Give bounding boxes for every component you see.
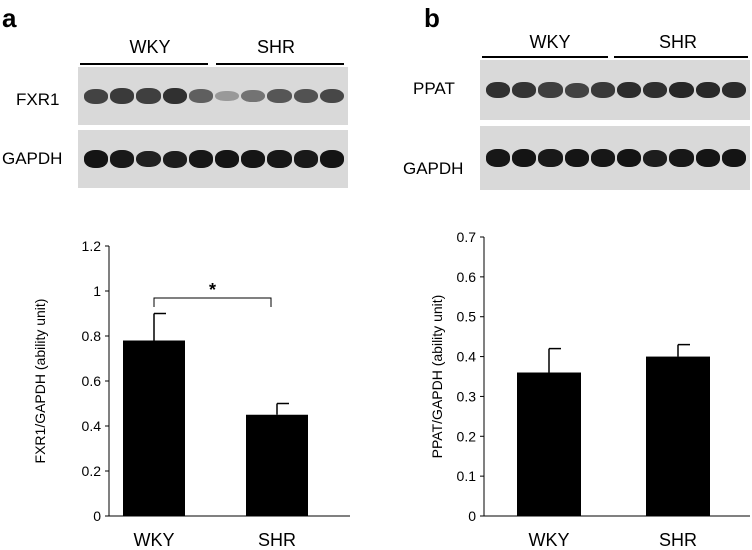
panel-letter-a: a — [2, 3, 17, 33]
blot-band — [617, 149, 642, 167]
y-tick-label: 0.6 — [457, 269, 477, 285]
blot-band — [319, 150, 344, 168]
y-tick-label: 0.1 — [457, 468, 477, 484]
y-tick-label: 0 — [93, 508, 101, 524]
blot-gapdh-a — [78, 130, 348, 188]
y-tick-label: 0 — [468, 508, 476, 524]
bar — [246, 414, 308, 516]
blot-band — [564, 149, 589, 167]
y-tick-label: 0.4 — [82, 418, 102, 434]
group-line-shr-b — [614, 56, 748, 58]
group-label-wky-b: WKY — [529, 32, 571, 52]
blot-band — [721, 81, 746, 99]
group-line-wky-b — [482, 56, 608, 58]
blot-band — [110, 150, 135, 168]
blot-band — [293, 150, 318, 168]
blot-band — [136, 88, 161, 104]
y-tick-label: 1.2 — [82, 238, 102, 254]
blot-band — [241, 89, 266, 103]
blot-band — [486, 82, 511, 98]
group-label-shr-a: SHR — [256, 37, 295, 57]
category-label: SHR — [659, 530, 697, 550]
group-label-shr-b: SHR — [658, 32, 697, 52]
y-tick-label: 0.4 — [457, 349, 477, 365]
y-tick-label: 0.3 — [457, 388, 477, 404]
blot-band — [215, 150, 240, 168]
blot-label-ppat: PPAT — [413, 79, 455, 98]
blot-band — [590, 149, 615, 167]
panel-letter-b: b — [424, 3, 440, 33]
blot-label-gapdh-a: GAPDH — [2, 149, 63, 168]
blot-band — [293, 88, 318, 104]
blot-band — [643, 149, 668, 167]
y-tick-label: 0.2 — [82, 463, 102, 479]
blot-band — [188, 89, 213, 103]
blot-band — [319, 88, 344, 104]
category-label: WKY — [528, 530, 569, 550]
y-tick-label: 0.2 — [457, 428, 477, 444]
y-tick-label: 0.5 — [457, 309, 477, 325]
blot-band — [695, 81, 720, 99]
bar — [123, 340, 185, 516]
y-tick-label: 0.8 — [82, 328, 102, 344]
y-tick-label: 0.6 — [82, 373, 102, 389]
blot-band — [721, 149, 746, 167]
blot-band — [669, 149, 694, 167]
group-label-wky-a: WKY — [129, 37, 171, 57]
blot-label-gapdh-b: GAPDH — [403, 159, 464, 178]
bar — [517, 372, 581, 516]
blot-band — [695, 149, 720, 167]
y-tick-label: 0.7 — [457, 229, 477, 245]
blot-band — [215, 90, 240, 102]
significance-bracket — [153, 297, 272, 307]
blot-band — [564, 82, 589, 98]
blot-fxr1 — [78, 67, 348, 125]
blot-band — [84, 150, 109, 168]
blot-label-fxr1: FXR1 — [16, 90, 60, 109]
blot-gapdh-b — [480, 126, 750, 190]
significance-mark: * — [209, 280, 216, 300]
blot-band — [267, 89, 292, 103]
y-axis-label: PPAT/GAPDH (ability unit) — [429, 295, 445, 459]
blot-band — [84, 88, 109, 104]
blot-band — [538, 82, 563, 98]
blot-band — [643, 82, 668, 98]
blot-band — [512, 149, 537, 167]
blot-band — [188, 150, 213, 168]
category-label: SHR — [258, 530, 296, 550]
blot-band — [162, 88, 187, 104]
blot-band — [486, 149, 511, 167]
blot-band — [241, 150, 266, 168]
group-line-shr-a — [216, 63, 344, 65]
blot-band — [267, 150, 292, 168]
blot-band — [110, 88, 135, 104]
blot-band — [669, 81, 694, 99]
category-label: WKY — [133, 530, 174, 550]
blot-band — [162, 150, 187, 168]
blot-band — [590, 82, 615, 98]
bar — [646, 356, 710, 516]
blot-band — [538, 149, 563, 167]
blot-ppat — [480, 60, 750, 120]
group-line-wky-a — [80, 63, 208, 65]
blot-band — [512, 82, 537, 98]
y-axis-label: FXR1/GAPDH (ability unit) — [32, 299, 48, 464]
blot-band — [136, 150, 161, 168]
blot-band — [617, 81, 642, 99]
y-tick-label: 1 — [93, 283, 101, 299]
